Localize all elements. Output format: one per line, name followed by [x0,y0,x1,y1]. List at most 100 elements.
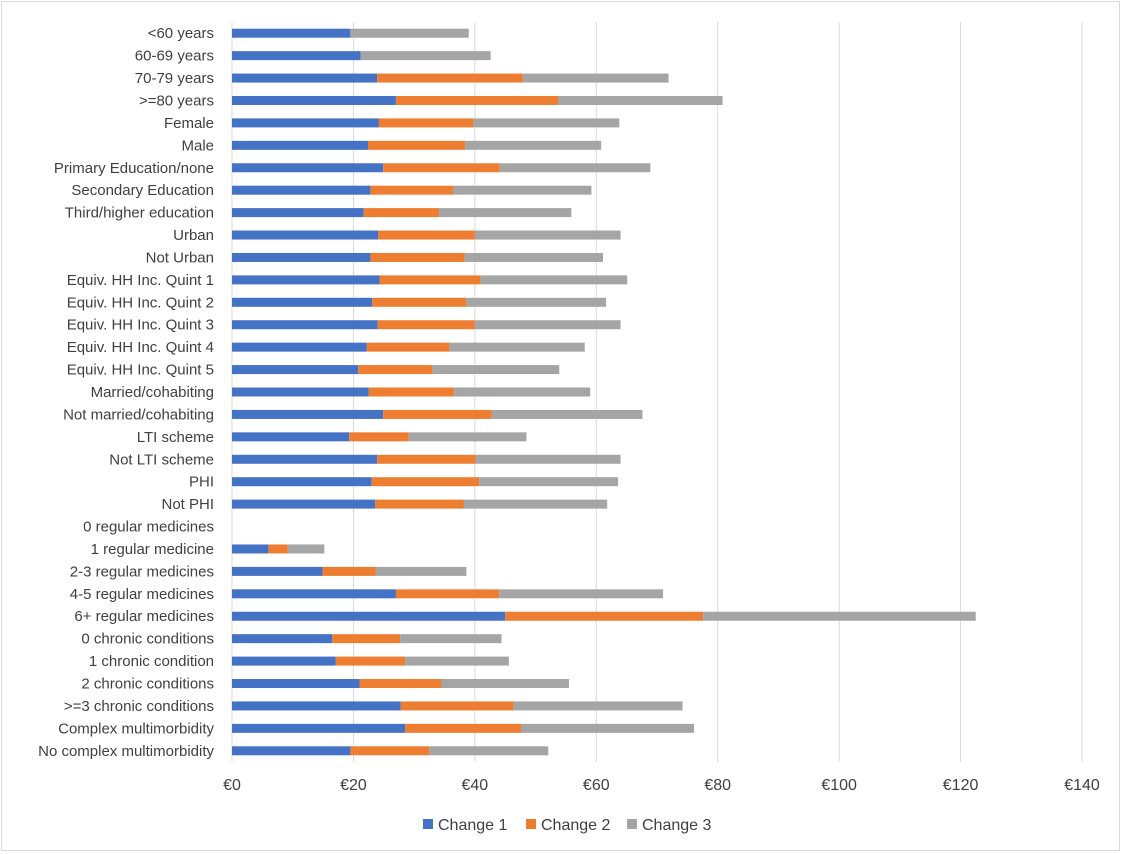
category-label: Equiv. HH Inc. Quint 2 [67,294,214,311]
bar-1-9 [232,230,379,240]
bar-3-23 [287,544,325,554]
bar-2-24 [322,566,376,576]
bar-1-15 [232,365,359,375]
bar-1-4 [232,118,379,128]
bar-3-12 [466,297,606,307]
category-label: 60-69 years [135,48,214,65]
bar-3-20 [479,477,619,487]
bar-3-14 [449,342,585,352]
category-label: >=80 years [139,92,214,109]
bar-1-19 [232,454,378,464]
legend-label-3: Change 3 [642,817,711,834]
bar-3-4 [473,118,620,128]
bar-3-6 [499,163,651,173]
legend: Change 1 Change 2 Change 3 [423,817,711,834]
category-label: Female [164,115,214,132]
bar-2-19 [377,454,476,464]
bar-3-3 [558,95,723,105]
category-label: 6+ regular medicines [74,608,214,625]
category-label: No complex multimorbidity [38,743,214,760]
category-label: 1 chronic condition [89,653,214,670]
bar-1-10 [232,252,371,262]
bar-2-28 [335,656,406,666]
category-label: 70-79 years [135,70,214,87]
category-label: Equiv. HH Inc. Quint 5 [67,362,214,379]
category-label: Male [181,137,214,154]
bar-1-16 [232,387,369,397]
bar-3-1 [360,51,491,61]
bar-3-5 [465,140,602,150]
bar-2-7 [370,185,453,195]
category-label: 2-3 regular medicines [70,563,214,580]
bar-1-32 [232,746,351,756]
bar-2-9 [378,230,475,240]
bar-2-11 [379,275,481,285]
bar-1-28 [232,656,336,666]
bar-3-9 [474,230,621,240]
bar-2-12 [372,297,467,307]
bar-1-11 [232,275,380,285]
bar-1-3 [232,95,396,105]
bar-3-2 [522,73,669,83]
bar-3-21 [463,499,608,509]
bar-1-1 [232,51,361,61]
bar-1-14 [232,342,367,352]
x-tick-label: €60 [583,777,610,794]
bar-3-24 [375,566,467,576]
bar-1-29 [232,679,360,689]
category-label: Not PHI [161,496,214,513]
bar-2-26 [505,611,704,621]
bar-3-32 [429,746,549,756]
bar-3-18 [408,432,527,442]
bar-2-25 [395,589,500,599]
category-label: Urban [173,227,214,244]
category-label: Primary Education/none [54,160,214,177]
bar-1-24 [232,566,323,576]
bar-3-17 [491,409,643,419]
bars [232,28,976,756]
x-tick-label: €80 [704,777,731,794]
bar-3-28 [405,656,509,666]
bar-2-4 [378,118,474,128]
bar-1-8 [232,208,364,218]
legend-label-2: Change 2 [541,817,610,834]
bar-3-8 [439,208,572,218]
bar-3-0 [350,28,469,38]
x-axis-tick-labels: €0 €20 €40 €60 €80 €100 €120 €140 [223,777,1100,794]
category-label: 1 regular medicine [91,541,214,558]
bar-2-27 [332,634,401,644]
x-tick-label: €100 [821,777,857,794]
x-tick-label: €140 [1064,777,1100,794]
bar-3-13 [474,320,621,330]
bar-2-23 [268,544,288,554]
bar-1-5 [232,140,368,150]
bar-2-10 [370,252,465,262]
bar-1-17 [232,409,384,419]
bar-3-16 [454,387,591,397]
bar-2-6 [383,163,500,173]
category-label: Not LTI scheme [109,451,214,468]
category-label: Complex multimorbidity [58,720,214,737]
bar-3-25 [499,589,664,599]
bar-2-14 [366,342,450,352]
category-label: Third/higher education [65,205,214,222]
category-label: Equiv. HH Inc. Quint 4 [67,339,214,356]
bar-3-11 [480,275,628,285]
legend-label-1: Change 1 [438,817,507,834]
bar-1-26 [232,611,506,621]
bar-3-7 [453,185,592,195]
bar-2-32 [350,746,430,756]
x-tick-label: €40 [462,777,489,794]
category-label: 4-5 regular medicines [70,586,214,603]
bar-1-21 [232,499,376,509]
bar-2-15 [358,365,433,375]
category-label: 0 regular medicines [83,519,214,536]
category-label: <60 years [148,25,214,42]
bar-1-30 [232,701,401,711]
category-label: 2 chronic conditions [81,676,214,693]
bar-1-7 [232,185,371,195]
bar-1-12 [232,297,373,307]
category-label: Not married/cohabiting [63,406,214,423]
bar-2-8 [363,208,440,218]
legend-swatch-1 [423,819,433,829]
